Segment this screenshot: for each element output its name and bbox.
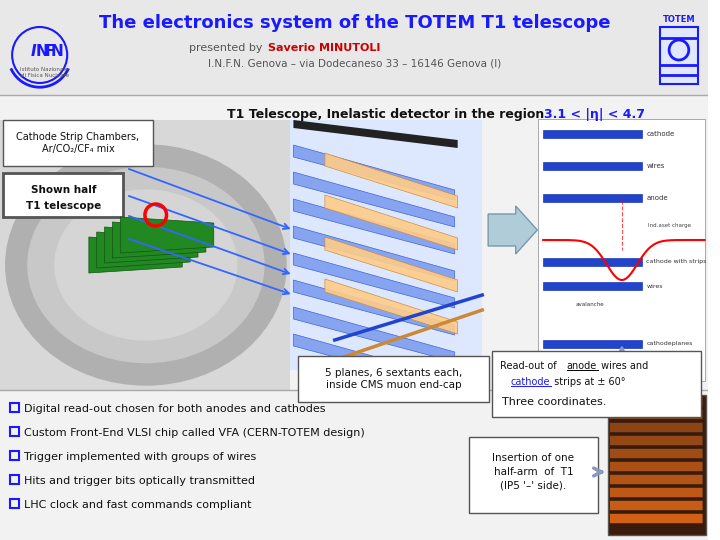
FancyBboxPatch shape <box>543 162 642 170</box>
FancyBboxPatch shape <box>290 120 482 370</box>
Text: cathode with strips: cathode with strips <box>647 260 707 265</box>
Text: strips at ± 60°: strips at ± 60° <box>551 377 626 387</box>
Text: Ind.aset charge: Ind.aset charge <box>647 222 690 227</box>
FancyBboxPatch shape <box>610 449 703 458</box>
Text: wires: wires <box>647 284 663 288</box>
FancyBboxPatch shape <box>543 258 642 266</box>
Polygon shape <box>96 232 190 268</box>
Text: Cathode Strip Chambers,
Ar/CO₂/CF₄ mix: Cathode Strip Chambers, Ar/CO₂/CF₄ mix <box>17 132 140 154</box>
Polygon shape <box>294 334 455 389</box>
FancyBboxPatch shape <box>543 130 642 138</box>
Ellipse shape <box>6 145 286 385</box>
Text: cathode: cathode <box>510 377 550 387</box>
Text: N: N <box>51 44 64 58</box>
Polygon shape <box>294 145 455 200</box>
Text: 5 planes, 6 sextants each,
inside CMS muon end-cap: 5 planes, 6 sextants each, inside CMS mu… <box>325 368 462 390</box>
FancyBboxPatch shape <box>610 397 703 406</box>
Polygon shape <box>294 199 455 254</box>
Polygon shape <box>294 307 455 362</box>
Polygon shape <box>89 237 182 273</box>
FancyBboxPatch shape <box>0 120 290 390</box>
FancyBboxPatch shape <box>543 282 642 290</box>
Text: cathode: cathode <box>647 131 675 137</box>
Text: N: N <box>35 44 48 58</box>
Polygon shape <box>488 206 537 254</box>
FancyBboxPatch shape <box>610 514 703 523</box>
Polygon shape <box>112 222 206 258</box>
Text: The electronics system of the TOTEM T1 telescope: The electronics system of the TOTEM T1 t… <box>99 14 610 32</box>
FancyBboxPatch shape <box>610 501 703 510</box>
FancyBboxPatch shape <box>469 437 598 513</box>
Text: T1 Telescope, Inelastic detector in the region: T1 Telescope, Inelastic detector in the … <box>227 108 548 121</box>
Polygon shape <box>294 253 455 308</box>
FancyBboxPatch shape <box>610 475 703 484</box>
FancyBboxPatch shape <box>0 95 708 390</box>
FancyBboxPatch shape <box>0 390 708 540</box>
FancyBboxPatch shape <box>4 173 123 217</box>
Text: (IP5 '–' side).: (IP5 '–' side). <box>500 481 567 491</box>
FancyBboxPatch shape <box>0 0 708 95</box>
Text: T1 telescope: T1 telescope <box>26 201 101 211</box>
Ellipse shape <box>28 167 264 362</box>
Text: Shown half: Shown half <box>30 185 96 195</box>
Polygon shape <box>325 195 458 250</box>
Text: anode: anode <box>647 195 668 201</box>
Polygon shape <box>325 237 458 292</box>
Text: Custom Front-End VLSI chip called VFA (CERN-TOTEM design): Custom Front-End VLSI chip called VFA (C… <box>24 428 365 437</box>
FancyBboxPatch shape <box>543 340 642 348</box>
Text: Insertion of one: Insertion of one <box>492 453 575 463</box>
Text: Istituto Nazionale
di Fisica Nucleare: Istituto Nazionale di Fisica Nucleare <box>20 67 68 78</box>
FancyBboxPatch shape <box>610 410 703 419</box>
FancyBboxPatch shape <box>608 395 706 535</box>
Text: half-arm  of  T1: half-arm of T1 <box>494 467 573 477</box>
Text: Three coordinates.: Three coordinates. <box>502 397 606 407</box>
Text: Saverio MINUTOLI: Saverio MINUTOLI <box>268 43 380 53</box>
FancyBboxPatch shape <box>298 356 489 402</box>
Text: cathodeplanes: cathodeplanes <box>647 341 693 347</box>
Text: I: I <box>31 44 37 58</box>
Text: Trigger implemented with groups of wires: Trigger implemented with groups of wires <box>24 451 256 462</box>
Text: F: F <box>45 44 55 58</box>
FancyBboxPatch shape <box>492 351 701 417</box>
Text: LHC clock and fast commands compliant: LHC clock and fast commands compliant <box>24 500 251 510</box>
FancyBboxPatch shape <box>610 423 703 433</box>
Polygon shape <box>294 120 458 148</box>
Text: presented by: presented by <box>189 43 266 53</box>
FancyBboxPatch shape <box>610 488 703 497</box>
Polygon shape <box>325 153 458 208</box>
Text: Read-out of: Read-out of <box>500 361 559 371</box>
Text: wires and: wires and <box>598 361 649 371</box>
Text: wires: wires <box>647 163 665 169</box>
Text: 3.1 < |η| < 4.7: 3.1 < |η| < 4.7 <box>544 108 645 121</box>
Text: I.N.F.N. Genova – via Dodecaneso 33 – 16146 Genova (I): I.N.F.N. Genova – via Dodecaneso 33 – 16… <box>208 59 501 69</box>
Polygon shape <box>104 227 198 263</box>
Polygon shape <box>294 280 455 335</box>
FancyBboxPatch shape <box>610 462 703 471</box>
FancyBboxPatch shape <box>543 194 642 202</box>
Ellipse shape <box>55 190 237 340</box>
Polygon shape <box>294 172 455 227</box>
Text: anode: anode <box>567 361 597 371</box>
Text: Digital read-out chosen for both anodes and cathodes: Digital read-out chosen for both anodes … <box>24 403 325 414</box>
FancyBboxPatch shape <box>539 119 706 381</box>
Text: Hits and trigger bits optically transmitted: Hits and trigger bits optically transmit… <box>24 476 255 485</box>
FancyBboxPatch shape <box>660 27 698 84</box>
Polygon shape <box>294 226 455 281</box>
Text: TOTEM: TOTEM <box>662 16 696 24</box>
Polygon shape <box>325 279 458 334</box>
Text: avalanche: avalanche <box>576 302 605 307</box>
FancyBboxPatch shape <box>4 120 153 166</box>
FancyBboxPatch shape <box>610 436 703 446</box>
Polygon shape <box>120 217 214 253</box>
